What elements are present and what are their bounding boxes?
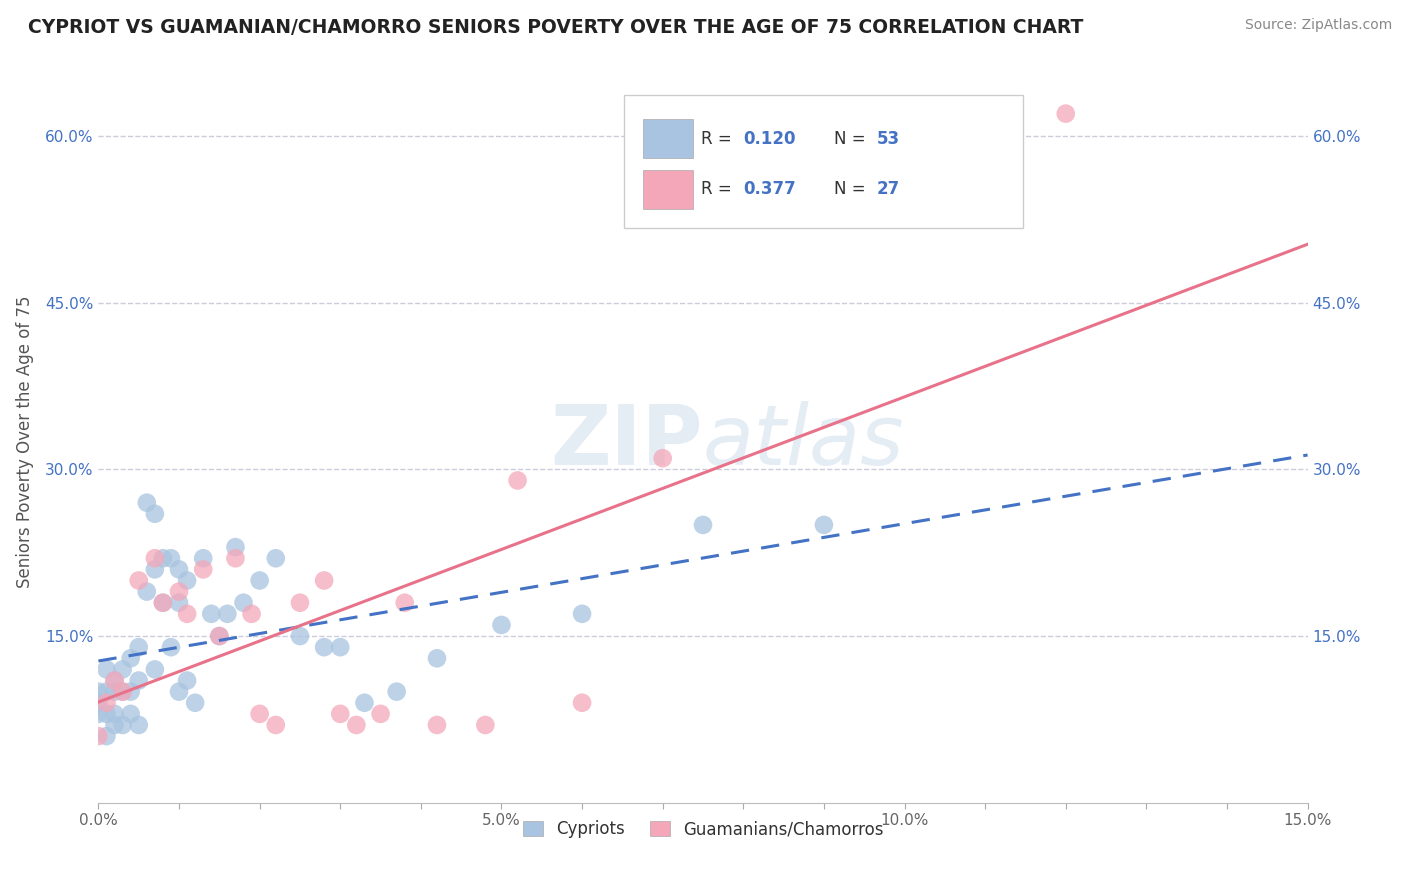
Point	[264, 551, 287, 566]
Point	[87, 684, 110, 698]
Point	[96, 684, 118, 698]
Point	[314, 574, 336, 588]
Point	[329, 640, 352, 655]
Point	[571, 607, 593, 621]
Point	[152, 596, 174, 610]
Point	[143, 562, 166, 576]
Point	[249, 574, 271, 588]
Point	[208, 629, 231, 643]
Point	[120, 684, 142, 698]
Point	[111, 684, 134, 698]
Point	[103, 718, 125, 732]
Point	[111, 662, 134, 676]
Point	[152, 596, 174, 610]
Text: N =: N =	[834, 180, 870, 198]
Point	[329, 706, 352, 721]
Point	[224, 540, 246, 554]
Text: 0.377: 0.377	[742, 180, 796, 198]
Text: Source: ZipAtlas.com: Source: ZipAtlas.com	[1244, 18, 1392, 32]
Point	[176, 574, 198, 588]
Text: N =: N =	[834, 130, 870, 148]
Point	[111, 684, 134, 698]
Point	[120, 651, 142, 665]
Text: 27: 27	[877, 180, 900, 198]
Point	[200, 607, 222, 621]
Point	[217, 607, 239, 621]
Text: atlas: atlas	[703, 401, 904, 482]
Point	[96, 662, 118, 676]
Point	[288, 629, 311, 643]
Point	[96, 696, 118, 710]
FancyBboxPatch shape	[624, 95, 1024, 228]
Point	[167, 684, 190, 698]
Point	[167, 596, 190, 610]
Point	[224, 551, 246, 566]
Point	[87, 706, 110, 721]
Point	[813, 517, 835, 532]
Point	[385, 684, 408, 698]
Point	[143, 507, 166, 521]
Point	[491, 618, 513, 632]
Point	[370, 706, 392, 721]
Point	[314, 640, 336, 655]
Point	[353, 696, 375, 710]
Point	[87, 696, 110, 710]
Point	[135, 496, 157, 510]
Point	[120, 706, 142, 721]
Point	[128, 640, 150, 655]
Y-axis label: Seniors Poverty Over the Age of 75: Seniors Poverty Over the Age of 75	[15, 295, 34, 588]
Point	[344, 718, 367, 732]
Point	[193, 562, 215, 576]
Point	[152, 551, 174, 566]
Point	[426, 651, 449, 665]
Point	[167, 584, 190, 599]
Point	[96, 706, 118, 721]
Point	[651, 451, 673, 466]
Point	[394, 596, 416, 610]
Point	[143, 662, 166, 676]
Point	[143, 551, 166, 566]
Point	[176, 607, 198, 621]
Point	[249, 706, 271, 721]
FancyBboxPatch shape	[643, 120, 693, 158]
Point	[176, 673, 198, 688]
Point	[87, 729, 110, 743]
Point	[474, 718, 496, 732]
Point	[103, 706, 125, 721]
Text: R =: R =	[700, 130, 737, 148]
Point	[128, 673, 150, 688]
Point	[103, 673, 125, 688]
Point	[288, 596, 311, 610]
Legend: Cypriots, Guamanians/Chamorros: Cypriots, Guamanians/Chamorros	[516, 814, 890, 845]
Point	[232, 596, 254, 610]
Point	[96, 729, 118, 743]
Point	[103, 673, 125, 688]
Point	[264, 718, 287, 732]
Text: 0.120: 0.120	[742, 130, 796, 148]
Point	[135, 584, 157, 599]
Point	[128, 574, 150, 588]
Point	[184, 696, 207, 710]
Point	[692, 517, 714, 532]
Text: R =: R =	[700, 180, 737, 198]
Point	[240, 607, 263, 621]
Point	[571, 696, 593, 710]
Point	[167, 562, 190, 576]
Point	[111, 718, 134, 732]
Point	[506, 474, 529, 488]
Text: 53: 53	[877, 130, 900, 148]
Text: ZIP: ZIP	[551, 401, 703, 482]
Point	[128, 718, 150, 732]
Point	[160, 640, 183, 655]
Text: CYPRIOT VS GUAMANIAN/CHAMORRO SENIORS POVERTY OVER THE AGE OF 75 CORRELATION CHA: CYPRIOT VS GUAMANIAN/CHAMORRO SENIORS PO…	[28, 18, 1084, 37]
Point	[193, 551, 215, 566]
Point	[103, 684, 125, 698]
Point	[1054, 106, 1077, 120]
Point	[208, 629, 231, 643]
Point	[426, 718, 449, 732]
FancyBboxPatch shape	[643, 169, 693, 209]
Point	[160, 551, 183, 566]
